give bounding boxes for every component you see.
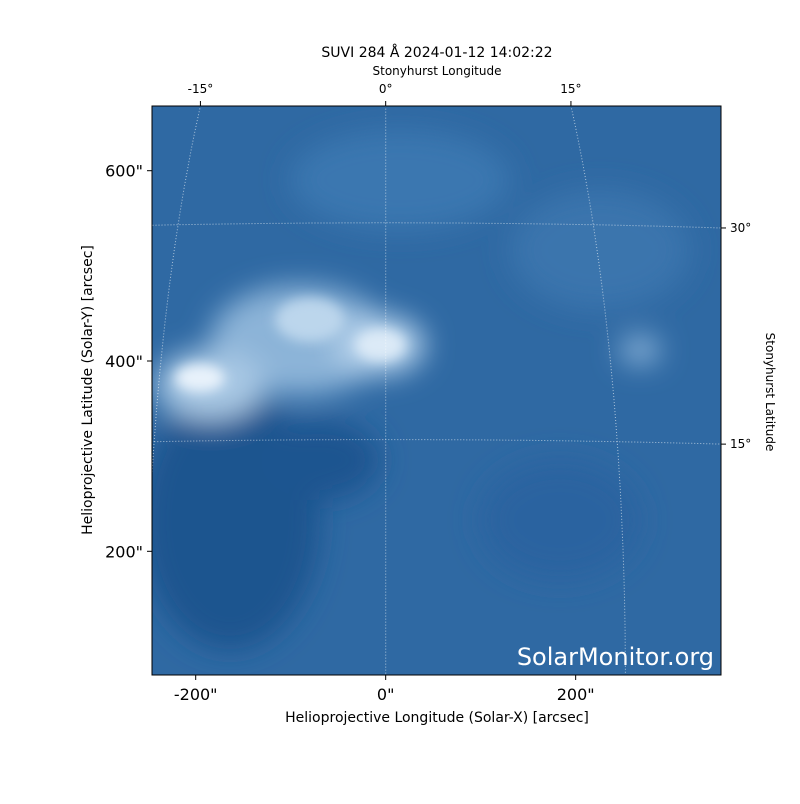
y-tick-label: 600" xyxy=(105,162,143,181)
x-tick-label: 0" xyxy=(377,685,395,704)
x-axis-label: Helioprojective Longitude (Solar-X) [arc… xyxy=(285,710,589,726)
right-axis-label: Stonyhurst Latitude xyxy=(763,333,777,452)
right-tick-label: 15° xyxy=(730,437,751,451)
y-tick-label: 200" xyxy=(105,542,143,561)
parallel xyxy=(152,439,721,445)
y-axis-label: Helioprojective Latitude (Solar-Y) [arcs… xyxy=(80,245,96,535)
plot-frame xyxy=(151,105,722,676)
top-tick-label: 15° xyxy=(560,82,581,96)
x-tick-label: 200" xyxy=(557,685,595,704)
right-tick-label: 30° xyxy=(730,221,751,235)
chart-title: SUVI 284 Å 2024-01-12 14:02:22 xyxy=(321,44,552,61)
y-tick-label: 400" xyxy=(105,352,143,371)
solar-image xyxy=(152,106,721,675)
top-tick-label: 0° xyxy=(379,82,393,96)
parallel xyxy=(152,222,721,229)
top-axis-label: Stonyhurst Longitude xyxy=(373,64,502,78)
watermark: SolarMonitor.org xyxy=(517,643,714,671)
top-tick-label: -15° xyxy=(188,82,214,96)
x-tick-label: -200" xyxy=(174,685,218,704)
